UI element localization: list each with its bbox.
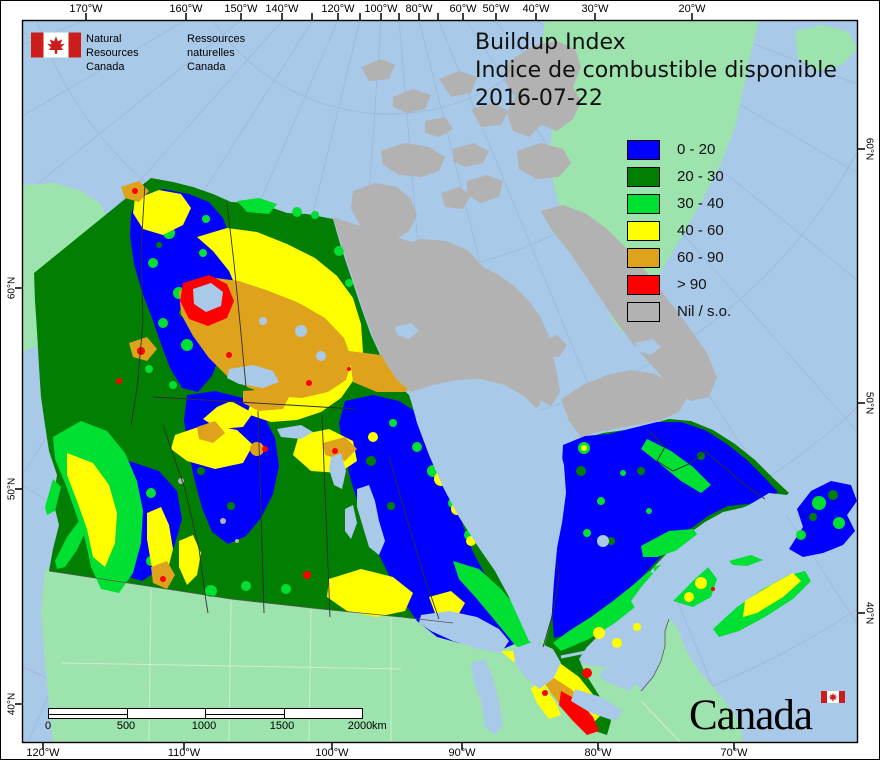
us-border-line — [48, 570, 670, 692]
ottawa-river — [560, 647, 640, 659]
axis-label-top: 140°W — [265, 3, 299, 15]
legend-row: 0 - 20 — [627, 136, 731, 163]
axis-label-right: 40°N — [863, 601, 875, 625]
lake-erie — [571, 689, 623, 721]
axis-label-left: 50°N — [6, 477, 18, 501]
ellesmere-island — [505, 41, 581, 137]
legend-label: > 90 — [677, 276, 707, 293]
map-frame — [21, 19, 859, 744]
lake-winnipeg — [357, 485, 385, 555]
border-lines — [130, 182, 766, 648]
axis-label-top: 20°W — [678, 3, 706, 15]
reindeer-lake — [329, 453, 346, 489]
map-title-line1: Buildup Index — [475, 30, 626, 55]
axis-label-top: 30°W — [581, 3, 609, 15]
us-state-lines — [60, 588, 682, 743]
map-title-line2: Indice de combustible disponible — [475, 58, 837, 83]
axis-label-bottom: 80°W — [584, 747, 612, 759]
map-title-date: 2016-07-22 — [475, 86, 603, 111]
canada-flag-icon — [31, 32, 81, 58]
lake-athabasca — [277, 425, 313, 439]
legend-row: 30 - 40 — [627, 190, 731, 217]
scalebar-label: 2000 — [347, 720, 373, 732]
legend-label: 0 - 20 — [677, 141, 716, 158]
water-bodies — [193, 283, 793, 735]
banks-island — [351, 183, 417, 241]
nrcan-logo: Natural Resources Canada Ressources natu… — [31, 32, 245, 73]
axis-label-left: 40°N — [6, 692, 18, 716]
scalebar-unit: km — [372, 720, 387, 732]
iceland-land — [795, 25, 857, 71]
axis-label-top: 50°W — [482, 3, 510, 15]
lake-michigan — [471, 659, 503, 735]
hudson-bay — [409, 379, 566, 647]
logo-text-fr-2: Canada — [187, 61, 226, 73]
axis-label-right: 50°N — [863, 391, 875, 415]
legend-label: 30 - 40 — [677, 195, 724, 212]
scalebar-label: 1500 — [269, 720, 295, 732]
haida-gwaii — [45, 479, 61, 515]
legend-swatch — [627, 301, 660, 322]
axis-label-bottom: 70°W — [720, 747, 748, 759]
legend-swatch — [627, 166, 660, 187]
logo-text-en-1: Natural Resources — [86, 33, 139, 59]
legend-label: 20 - 30 — [677, 168, 724, 185]
pei — [729, 555, 763, 566]
legend-swatch — [627, 274, 660, 295]
axis-label-top: 80°W — [405, 3, 433, 15]
gaspe-peninsula — [641, 529, 701, 557]
scalebar-label: 1000 — [191, 720, 217, 732]
axis-label-top: 120°W — [321, 3, 355, 15]
legend-swatch — [627, 139, 660, 160]
legend-label: Nil / s.o. — [677, 303, 732, 320]
vancouver-island — [55, 521, 87, 569]
scalebar-label: 0 — [44, 720, 52, 732]
axis-label-right: 60°N — [863, 137, 875, 161]
legend-row: > 90 — [627, 271, 731, 298]
tick-marks — [15, 13, 865, 750]
legend: 0 - 20 20 - 30 30 - 40 40 - 60 60 - 90 >… — [627, 136, 731, 325]
axis-label-top: 150°W — [224, 3, 258, 15]
legend-row: 60 - 90 — [627, 244, 731, 271]
newfoundland-island — [789, 481, 857, 557]
legend-row: Nil / s.o. — [627, 298, 731, 325]
axis-label-left: 60°N — [6, 276, 18, 300]
logo-text-fr-1: Ressources naturelles — [187, 33, 246, 59]
axis-label-top: 60°W — [449, 3, 477, 15]
scalebar-label: 500 — [116, 720, 136, 732]
legend-row: 20 - 30 — [627, 163, 731, 190]
great-slave-lake — [227, 365, 279, 388]
legend-label: 40 - 60 — [677, 222, 724, 239]
canada-wordmark: Canada — [689, 692, 813, 739]
lake-ontario — [599, 669, 639, 691]
nettilling-lake — [635, 339, 661, 355]
map-title: Buildup Index Indice de combustible disp… — [475, 29, 837, 113]
axis-label-bottom: 100°W — [315, 747, 349, 759]
victoria-island — [381, 239, 487, 331]
great-bear-lake — [193, 283, 223, 312]
st-lawrence-gulf — [631, 493, 793, 619]
axis-label-top: 160°W — [169, 3, 203, 15]
axis-label-top: 170°W — [69, 3, 103, 15]
canada-flag-icon — [821, 691, 845, 703]
logo-text-en-2: Canada — [86, 61, 125, 73]
scale-bar — [48, 708, 363, 719]
axis-label-bottom: 110°W — [167, 747, 201, 759]
nil-gray-regions — [178, 41, 717, 543]
axis-label-top: 40°W — [522, 3, 550, 15]
devon-island — [517, 143, 571, 179]
legend-swatch — [627, 193, 660, 214]
legend-row: 40 - 60 — [627, 217, 731, 244]
legend-swatch — [627, 247, 660, 268]
axis-label-bottom: 120°W — [26, 747, 60, 759]
lake-huron — [513, 641, 561, 689]
legend-swatch — [627, 220, 660, 241]
ungava-peninsula — [561, 370, 687, 437]
legend-label: 60 - 90 — [677, 249, 724, 266]
axis-label-top: 100°W — [364, 3, 398, 15]
axis-label-bottom: 90°W — [448, 747, 476, 759]
anticosti-island — [689, 495, 729, 507]
